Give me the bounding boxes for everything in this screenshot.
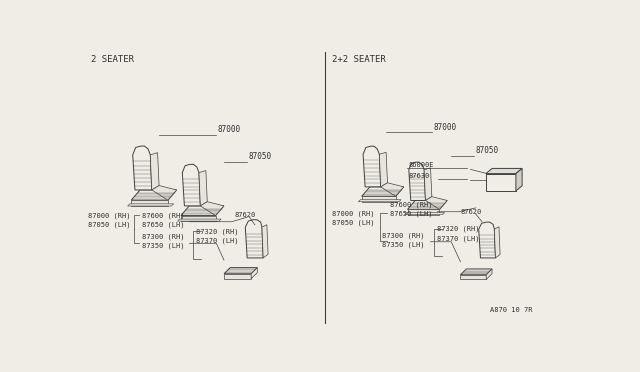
Text: 87350 (LH): 87350 (LH) <box>382 241 424 248</box>
Polygon shape <box>486 174 516 191</box>
Text: 86000E: 86000E <box>409 162 435 168</box>
Polygon shape <box>381 183 404 196</box>
Polygon shape <box>224 274 251 279</box>
Text: 87320 (RH): 87320 (RH) <box>437 226 480 232</box>
Polygon shape <box>424 168 432 201</box>
Text: 87050: 87050 <box>476 146 499 155</box>
Polygon shape <box>363 146 381 187</box>
Polygon shape <box>362 187 404 196</box>
Text: 87650 (LH): 87650 (LH) <box>390 211 432 217</box>
Text: 87370 (LH): 87370 (LH) <box>437 235 480 242</box>
Polygon shape <box>358 200 401 202</box>
Polygon shape <box>460 275 486 279</box>
Text: 87650 (LH): 87650 (LH) <box>141 221 184 228</box>
Text: 2 SEATER: 2 SEATER <box>91 55 134 64</box>
Polygon shape <box>245 220 263 258</box>
Polygon shape <box>516 169 522 191</box>
Polygon shape <box>486 269 492 279</box>
Polygon shape <box>224 267 257 274</box>
Polygon shape <box>380 152 387 187</box>
Polygon shape <box>460 269 492 275</box>
Polygon shape <box>408 209 440 215</box>
Polygon shape <box>409 162 426 201</box>
Polygon shape <box>494 227 500 258</box>
Polygon shape <box>408 201 447 209</box>
Text: 87600 (RH): 87600 (RH) <box>390 201 432 208</box>
Polygon shape <box>200 202 224 216</box>
Text: 87620: 87620 <box>234 212 255 218</box>
Polygon shape <box>131 200 168 206</box>
Text: 87050 (LH): 87050 (LH) <box>88 221 131 228</box>
Polygon shape <box>181 216 216 221</box>
Text: 87320 (RH): 87320 (RH) <box>196 228 238 235</box>
Text: 87300 (RH): 87300 (RH) <box>382 232 424 239</box>
Polygon shape <box>262 225 268 258</box>
Polygon shape <box>404 213 445 215</box>
Text: 87620: 87620 <box>460 209 482 215</box>
Text: 87050 (LH): 87050 (LH) <box>332 220 374 226</box>
Text: 87000 (RH): 87000 (RH) <box>332 211 374 217</box>
Text: A870 10 7R: A870 10 7R <box>490 307 532 313</box>
Polygon shape <box>127 204 173 206</box>
Text: 87000: 87000 <box>433 123 456 132</box>
Polygon shape <box>362 196 396 202</box>
Text: 87300 (RH): 87300 (RH) <box>141 234 184 240</box>
Text: 87350 (LH): 87350 (LH) <box>141 243 184 249</box>
Polygon shape <box>177 219 221 221</box>
Polygon shape <box>486 169 522 174</box>
Polygon shape <box>479 222 495 258</box>
Polygon shape <box>152 186 177 200</box>
Polygon shape <box>150 153 159 190</box>
Text: 87630: 87630 <box>409 173 430 179</box>
Polygon shape <box>199 170 207 206</box>
Text: 87600 (RH): 87600 (RH) <box>141 212 184 219</box>
Text: 87370 (LH): 87370 (LH) <box>196 238 238 244</box>
Text: 87000: 87000 <box>218 125 241 134</box>
Polygon shape <box>181 206 224 216</box>
Polygon shape <box>251 267 257 279</box>
Polygon shape <box>426 197 447 209</box>
Text: 87050: 87050 <box>249 153 272 161</box>
Polygon shape <box>131 190 177 200</box>
Text: 87000 (RH): 87000 (RH) <box>88 212 131 219</box>
Polygon shape <box>132 146 152 190</box>
Text: 2+2 SEATER: 2+2 SEATER <box>332 55 385 64</box>
Polygon shape <box>182 164 200 206</box>
